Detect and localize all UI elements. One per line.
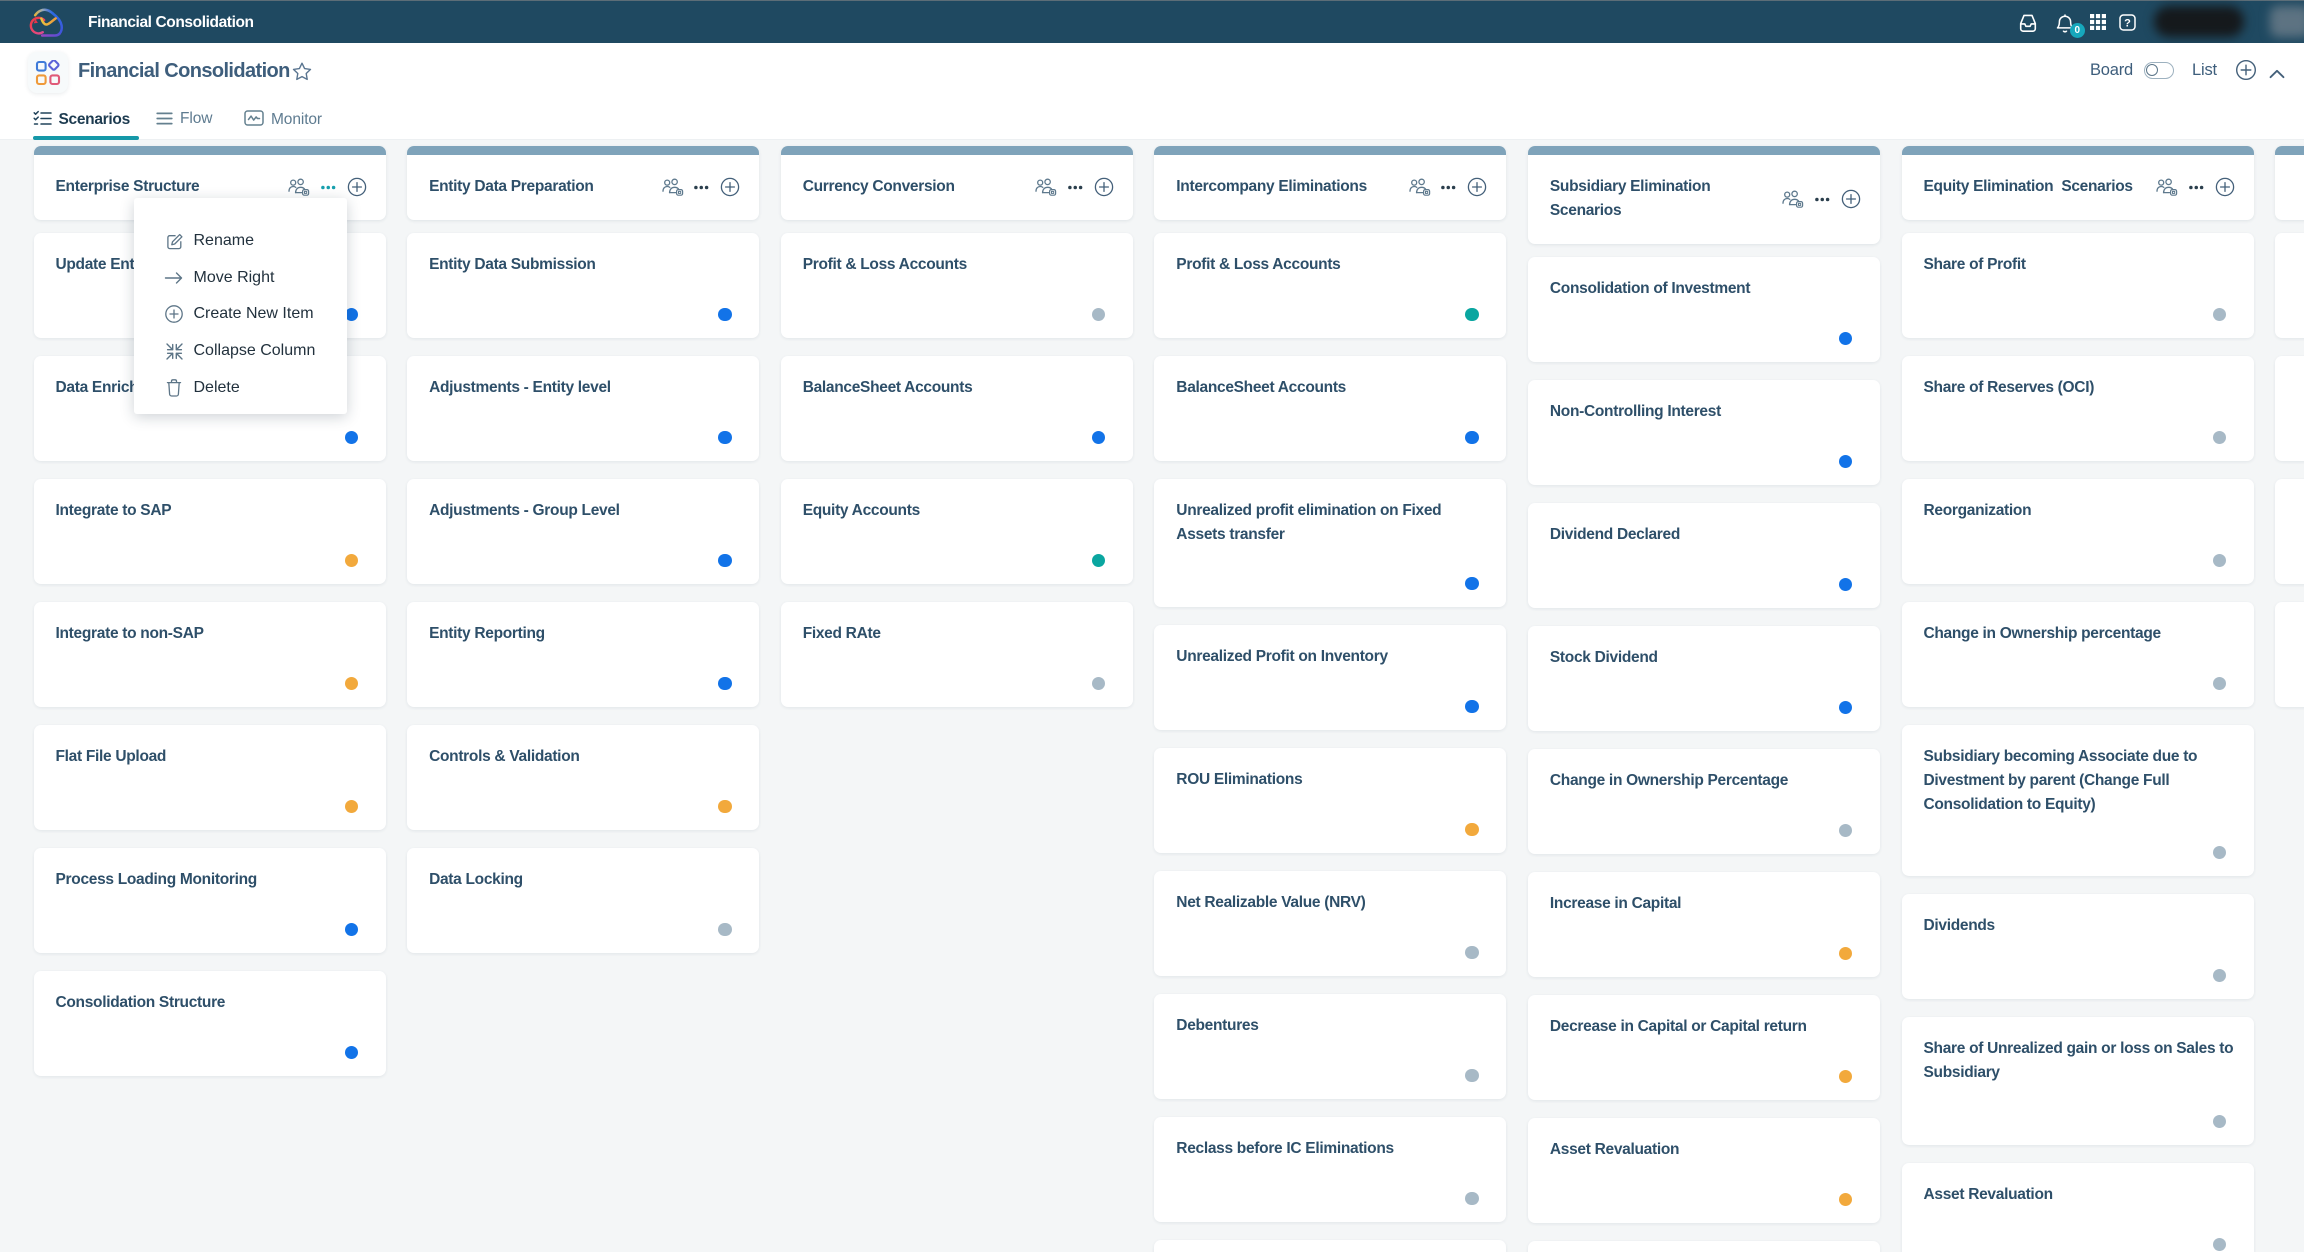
svg-text:?: ? xyxy=(2124,18,2131,30)
